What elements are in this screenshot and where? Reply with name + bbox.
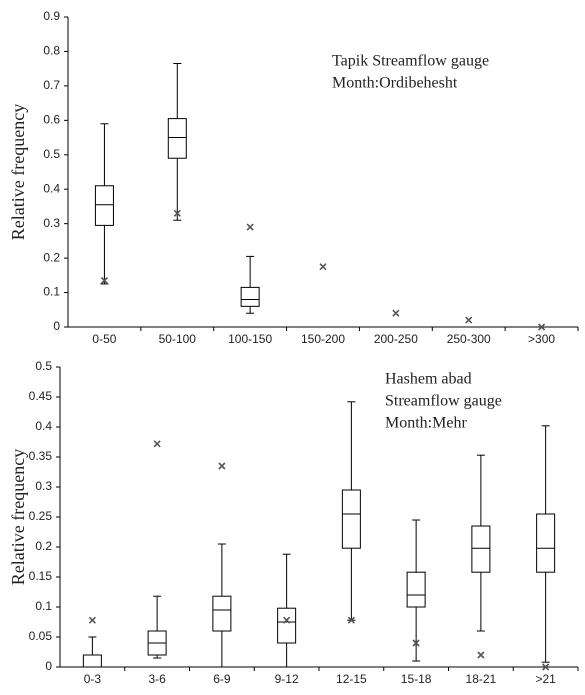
y-tick-label: 0.2 bbox=[43, 250, 60, 264]
annotation: Hashem abad bbox=[385, 371, 472, 388]
y-axis-title: Relative frequency bbox=[8, 449, 28, 585]
y-tick-label: 0 bbox=[45, 659, 52, 673]
y-tick-label: 0.5 bbox=[35, 359, 52, 373]
x-tick-label: 18-21 bbox=[466, 672, 497, 686]
x-tick-label: >21 bbox=[535, 672, 556, 686]
annotation: Month:Mehr bbox=[385, 415, 467, 432]
observed-point bbox=[100, 276, 108, 285]
x-tick-label: 3-6 bbox=[148, 672, 166, 686]
observed-point bbox=[538, 323, 546, 331]
x-tick-label: 150-200 bbox=[301, 332, 345, 346]
observed-point bbox=[412, 639, 420, 647]
x-tick-label: 0-50 bbox=[92, 332, 116, 346]
observed-point bbox=[477, 651, 485, 659]
box bbox=[212, 595, 232, 632]
x-tick-label: 9-12 bbox=[275, 672, 299, 686]
y-tick-label: 0.25 bbox=[29, 509, 53, 523]
observed-point bbox=[218, 462, 226, 470]
y-tick-label: 0.5 bbox=[43, 147, 60, 161]
y-tick-label: 0.6 bbox=[43, 113, 60, 127]
y-tick-label: 0.7 bbox=[43, 78, 60, 92]
y-tick-label: 0 bbox=[53, 319, 60, 333]
y-tick-label: 0.4 bbox=[43, 181, 60, 195]
observed-point bbox=[173, 209, 181, 217]
observed-point bbox=[153, 440, 161, 448]
x-tick-label: 0-3 bbox=[84, 672, 102, 686]
x-tick-label: >300 bbox=[528, 332, 555, 346]
annotation: Tapik Streamflow gauge bbox=[332, 53, 489, 70]
y-tick-label: 0.3 bbox=[35, 479, 52, 493]
y-tick-label: 0.45 bbox=[29, 389, 53, 403]
y-tick-label: 0.05 bbox=[29, 629, 53, 643]
x-tick-label: 50-100 bbox=[159, 332, 197, 346]
y-tick-label: 0.1 bbox=[35, 599, 52, 613]
box bbox=[277, 607, 297, 644]
box bbox=[536, 513, 556, 573]
observed-point bbox=[542, 663, 550, 671]
x-tick-label: 200-250 bbox=[374, 332, 418, 346]
box bbox=[82, 654, 102, 668]
box bbox=[240, 286, 260, 307]
observed-point bbox=[319, 263, 327, 271]
observed-point bbox=[465, 316, 473, 324]
x-tick-label: 15-18 bbox=[401, 672, 432, 686]
y-tick-label: 0.9 bbox=[43, 9, 60, 23]
y-tick-label: 0.3 bbox=[43, 216, 60, 230]
box bbox=[471, 525, 491, 573]
observed-point bbox=[246, 223, 254, 231]
box bbox=[341, 489, 361, 549]
observed-point bbox=[347, 616, 355, 624]
y-tick-label: 0.1 bbox=[43, 285, 60, 299]
observed-point bbox=[283, 616, 291, 624]
y-axis-title: Relative frequency bbox=[8, 104, 28, 240]
y-tick-label: 0.2 bbox=[35, 539, 52, 553]
x-tick-label: 100-150 bbox=[228, 332, 272, 346]
x-tick-label: 6-9 bbox=[213, 672, 231, 686]
box bbox=[167, 118, 187, 159]
box bbox=[406, 571, 426, 608]
observed-point bbox=[88, 616, 96, 624]
y-tick-label: 0.35 bbox=[29, 449, 53, 463]
y-tick-label: 0.4 bbox=[35, 419, 52, 433]
annotation: Streamflow gauge bbox=[385, 393, 502, 410]
y-tick-label: 0.8 bbox=[43, 44, 60, 58]
observed-point bbox=[392, 309, 400, 317]
x-tick-label: 12-15 bbox=[336, 672, 367, 686]
box bbox=[94, 185, 114, 226]
x-tick-label: 250-300 bbox=[447, 332, 491, 346]
annotation: Month:Ordibehesht bbox=[332, 75, 458, 92]
y-tick-label: 0.15 bbox=[29, 569, 53, 583]
